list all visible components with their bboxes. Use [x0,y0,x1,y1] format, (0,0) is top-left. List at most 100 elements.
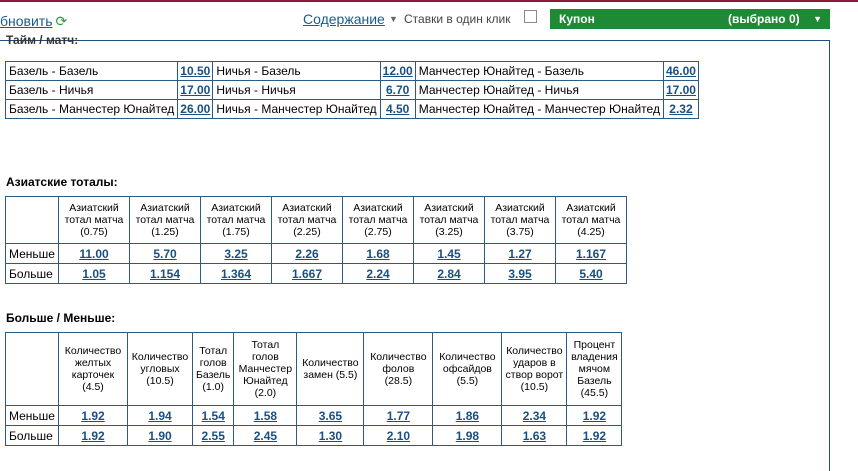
over-under-table: Количество желтых карточек (4.5) Количест… [5,332,623,446]
refresh-icon: ⟳ [55,13,68,29]
odd-cell: 5.70 [129,243,201,264]
odd-cell: 12.00 [379,61,416,81]
odd-link[interactable]: 1.98 [455,428,480,443]
odd-cell: 2.32 [662,99,699,119]
odd-link[interactable]: 2.26 [295,246,319,261]
top-border [0,0,858,2]
odd-link[interactable]: 1.30 [318,428,343,443]
row-label: Больше [5,425,59,446]
over-under-heading: Больше / Меньше: [6,311,116,325]
odd-cell: 46.00 [662,61,699,81]
odd-link[interactable]: 1.92 [582,428,607,443]
odd-link[interactable]: 3.95 [508,266,532,281]
column-header: Азиатский тотал матча (4.25) [555,196,627,244]
odd-link[interactable]: 1.154 [149,266,181,281]
column-header: Азиатский тотал матча (2.75) [342,196,414,244]
odd-link[interactable]: 1.77 [386,408,411,423]
odd-link[interactable]: 1.90 [148,428,172,443]
odd-link[interactable]: 11.00 [79,246,109,261]
odd-cell: 3.25 [200,243,272,264]
odd-cell: 1.30 [296,425,365,446]
refresh-link[interactable]: бновить ⟳ [0,13,67,30]
odd-link[interactable]: 2.24 [366,266,390,281]
odd-link[interactable]: 1.05 [82,266,106,281]
odd-cell: 1.94 [127,405,193,426]
odd-cell: 1.92 [566,405,623,426]
odd-cell: 2.55 [191,425,235,446]
coupon-dropdown-icon[interactable]: ▼ [813,14,822,24]
odd-link[interactable]: 2.45 [253,428,278,443]
odd-link[interactable]: 5.40 [579,266,603,281]
odd-link[interactable]: 1.94 [148,408,172,423]
odd-link[interactable]: 1.92 [81,408,105,423]
odd-link[interactable]: 1.27 [508,246,532,261]
asian-totals-table: Азиатский тотал матча (0.75) Азиатский то… [5,196,627,284]
odd-link[interactable]: 1.167 [575,246,607,261]
column-header: Процент владения мячом Базель (45.5) [566,332,623,406]
one-click-checkbox[interactable] [524,10,537,23]
chevron-down-icon[interactable]: ▼ [389,14,398,24]
odd-cell: 11.00 [58,243,130,264]
odd-link[interactable]: 10.50 [180,64,211,78]
odd-link[interactable]: 3.25 [224,246,248,261]
column-header: Азиатский тотал матча (1.25) [129,196,201,244]
odd-link[interactable]: 2.34 [522,408,547,423]
odd-link[interactable]: 1.364 [220,266,252,281]
column-header: Количество фолов (28.5) [363,332,434,406]
odd-cell: 4.50 [379,99,416,119]
column-header: Количество замен (5.5) [296,332,365,406]
outcome-label: Манчестер Юнайтед - Ничья [414,80,664,100]
odd-link[interactable]: 1.68 [366,246,390,261]
outcome-label: Базель - Манчестер Юнайтед [4,99,179,119]
odd-link[interactable]: 26.00 [180,102,211,116]
odd-link[interactable]: 1.45 [437,246,461,261]
odd-link[interactable]: 1.58 [253,408,278,423]
odd-link[interactable]: 2.10 [386,428,411,443]
table-row: Базель - Базель 10.50 Ничья - Базель 12.00 М… [4,61,699,81]
outcome-label: Ничья - Манчестер Юнайтед [212,99,381,119]
odd-link[interactable]: 46.00 [665,64,696,78]
outcome-label: Ничья - Базель [212,61,381,81]
odd-link[interactable]: 3.65 [318,408,343,423]
column-header: Тотал голов Манчестер Юнайтед (2.0) [233,332,298,406]
column-header: Азиатский тотал матча (0.75) [58,196,130,244]
column-header: Количество угловых (10.5) [127,332,193,406]
halftime-heading: Тайм / матч: [6,33,79,47]
odd-link[interactable]: 1.54 [201,408,225,423]
odd-cell: 2.26 [271,243,343,264]
coupon-selected-count: (выбрано 0) [728,12,800,26]
column-header: Азиатский тотал матча (3.25) [413,196,485,244]
odd-link[interactable]: 2.55 [201,428,225,443]
odd-cell: 1.27 [484,243,556,264]
column-header: Азиатский тотал матча (1.75) [200,196,272,244]
odd-cell: 1.92 [58,405,128,426]
outcome-label: Манчестер Юнайтед - Базель [414,61,664,81]
odd-cell: 6.70 [379,80,416,100]
odd-cell: 1.77 [363,405,434,426]
odd-link[interactable]: 6.70 [385,83,410,97]
table-row: Меньше 1.92 1.94 1.54 1.58 3.65 1.77 1.86 2.34 1.… [5,405,623,426]
contents-link[interactable]: Содержание [303,11,385,27]
odd-link[interactable]: 2.32 [669,102,693,116]
odd-link[interactable]: 17.00 [180,83,211,97]
odd-link[interactable]: 1.86 [455,408,480,423]
table-row: Базель - Манчестер Юнайтед 26.00 Ничья - М… [4,99,699,119]
odd-link[interactable]: 1.667 [291,266,323,281]
odd-link[interactable]: 12.00 [382,64,413,78]
table-row: Больше 1.92 1.90 2.55 2.45 1.30 2.10 1.98 1.63 1.… [5,425,623,446]
odd-link[interactable]: 4.50 [385,102,410,116]
table-row: Меньше 11.00 5.70 3.25 2.26 1.68 1.45 1.27 1.167 [5,243,627,264]
odd-link[interactable]: 1.92 [81,428,105,443]
asian-heading: Азиатские тоталы: [6,175,118,189]
header-row: Количество желтых карточек (4.5) Количест… [5,332,623,406]
odd-link[interactable]: 5.70 [153,246,177,261]
odd-cell: 26.00 [177,99,214,119]
odd-link[interactable]: 1.92 [582,408,607,423]
column-header: Количество желтых карточек (4.5) [58,332,128,406]
odd-cell: 1.05 [58,263,130,284]
corner-cell [5,196,59,244]
odd-link[interactable]: 17.00 [665,83,696,97]
coupon-bar[interactable]: Купон (выбрано 0) ▼ [550,9,830,29]
odd-link[interactable]: 2.84 [437,266,461,281]
odd-link[interactable]: 1.63 [522,428,547,443]
